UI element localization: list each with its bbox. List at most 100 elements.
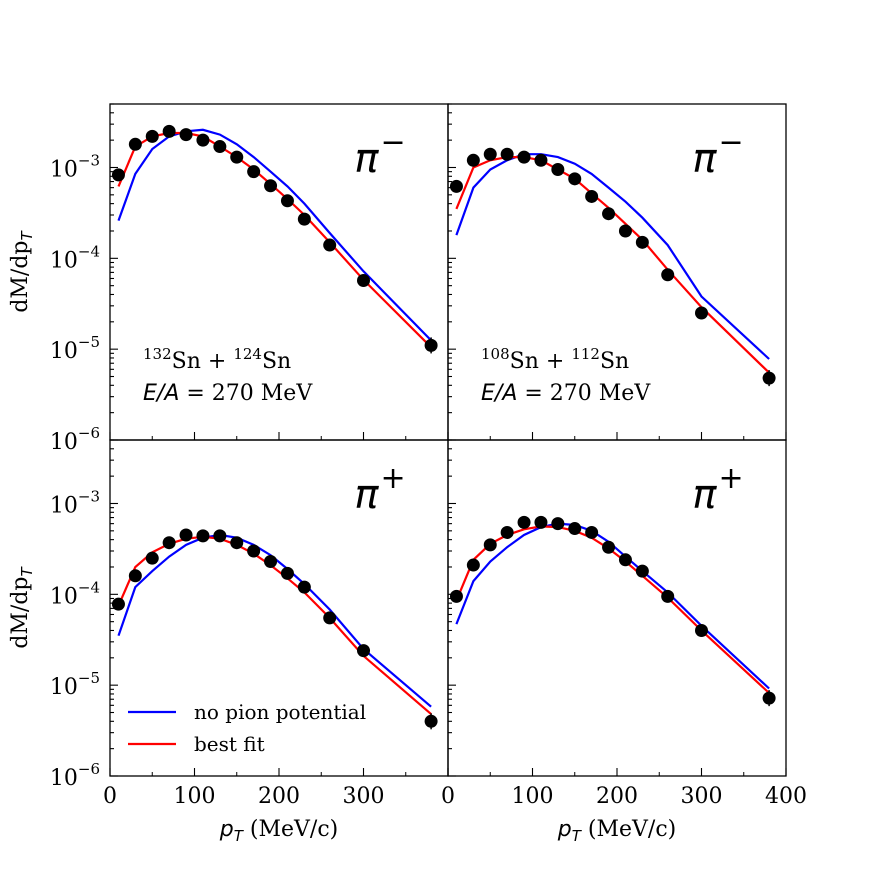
- y-tick-label: 10−4: [50, 578, 100, 609]
- data-point: [695, 623, 708, 637]
- x-tick-label: 100: [174, 784, 216, 809]
- data-point: [661, 268, 675, 282]
- data-point: [323, 611, 337, 625]
- data-point: [145, 129, 159, 143]
- data-point: [449, 589, 463, 603]
- data-point: [323, 238, 337, 252]
- system-label: 108Sn + 112Sn: [481, 345, 629, 374]
- x-tick-label: 300: [681, 784, 723, 809]
- data-point: [466, 558, 480, 572]
- line-best-fit: [117, 131, 432, 348]
- x-tick-label: 0: [103, 784, 117, 809]
- data-point: [162, 124, 176, 138]
- data-point: [466, 153, 480, 167]
- data-point: [661, 589, 675, 603]
- energy-label: E/A = 270 MeV: [481, 381, 651, 406]
- x-tick-label: 200: [596, 784, 638, 809]
- x-axis-label: pT (MeV/c): [557, 817, 676, 845]
- data-point: [179, 528, 193, 542]
- data-point: [500, 525, 514, 539]
- data-point: [534, 515, 548, 529]
- data-point: [695, 306, 708, 320]
- data-point: [128, 137, 142, 151]
- line-no-pion-potential: [117, 128, 432, 342]
- y-axis-label: dM/dpT: [8, 229, 36, 312]
- data-point: [483, 147, 497, 161]
- data-point: [297, 580, 311, 594]
- data-point: [162, 536, 176, 550]
- data-point: [635, 235, 649, 249]
- data-point: [534, 153, 548, 167]
- y-tick-label: 10−6: [50, 760, 100, 791]
- data-point: [213, 529, 227, 543]
- data-point: [568, 172, 582, 186]
- line-best-fit: [455, 156, 770, 374]
- data-point: [247, 544, 261, 558]
- energy-label: E/A = 270 MeV: [143, 381, 313, 406]
- data-point: [196, 133, 210, 147]
- y-axis-label: dM/dpT: [8, 565, 36, 648]
- data-point: [568, 522, 582, 536]
- panel-bottom-left: 10−6 10−5 10−4 10−3 0 100 200 300 π+: [50, 439, 449, 809]
- y-tick-label: 10−3: [50, 151, 100, 182]
- data-point: [128, 569, 142, 583]
- system-label: 132Sn + 124Sn: [143, 345, 291, 374]
- data-point: [500, 147, 514, 161]
- y-tick-label: 10−3: [50, 487, 100, 518]
- panel-top-right: π− 108Sn + 112Sn E/A = 270 MeV: [447, 103, 787, 441]
- x-tick-label: 300: [343, 784, 385, 809]
- data-point: [762, 371, 776, 385]
- data-point: [424, 338, 438, 352]
- data-point: [762, 691, 776, 705]
- panel-bottom-right: 0 100 200 300 400 π+: [441, 439, 807, 809]
- data-point: [483, 538, 497, 552]
- x-tick-label: 200: [258, 784, 300, 809]
- y-tick-label: 10−6: [50, 424, 100, 455]
- line-no-pion-potential: [455, 153, 770, 360]
- data-point: [357, 644, 370, 658]
- data-point: [280, 194, 294, 208]
- data-point: [264, 179, 278, 193]
- data-point: [424, 714, 438, 728]
- data-point: [196, 529, 210, 543]
- data-point: [618, 553, 632, 567]
- data-point: [111, 168, 125, 182]
- y-tick-label: 10−5: [50, 669, 100, 700]
- data-point: [635, 564, 649, 578]
- data-point: [280, 566, 294, 580]
- data-point: [230, 536, 244, 550]
- data-point: [297, 212, 311, 226]
- panel-top-left: 10−6 10−5 10−4 10−3 π− 132Sn + 124Sn E/A = 270…: [50, 103, 449, 455]
- data-point: [264, 554, 278, 568]
- legend: no pion potential best fit: [128, 700, 366, 756]
- particle-label: π+: [692, 461, 743, 518]
- data-point: [602, 207, 616, 221]
- y-tick-label: 10−4: [50, 242, 100, 273]
- y-tick-label: 10−5: [50, 333, 100, 364]
- data-point: [213, 140, 227, 154]
- data-point: [585, 525, 599, 539]
- data-point: [111, 597, 125, 611]
- x-tick-label: 0: [441, 784, 455, 809]
- data-point: [517, 150, 531, 164]
- legend-label: no pion potential: [194, 700, 366, 724]
- data-point: [551, 517, 565, 531]
- data-point: [230, 150, 244, 164]
- particle-label: π−: [692, 125, 743, 182]
- particle-label: π−: [354, 125, 405, 182]
- particle-label: π+: [354, 461, 405, 518]
- x-tick-label: 100: [512, 784, 554, 809]
- data-point: [247, 165, 261, 179]
- data-point: [357, 274, 370, 288]
- data-point: [179, 128, 193, 142]
- data-point: [602, 540, 616, 554]
- data-point: [145, 551, 159, 565]
- x-axis-label: pT (MeV/c): [219, 817, 338, 845]
- data-point: [618, 224, 632, 238]
- data-point: [449, 179, 463, 193]
- legend-label: best fit: [194, 732, 265, 756]
- data-point: [585, 189, 599, 203]
- data-point: [551, 163, 565, 177]
- x-tick-label: 400: [765, 784, 807, 809]
